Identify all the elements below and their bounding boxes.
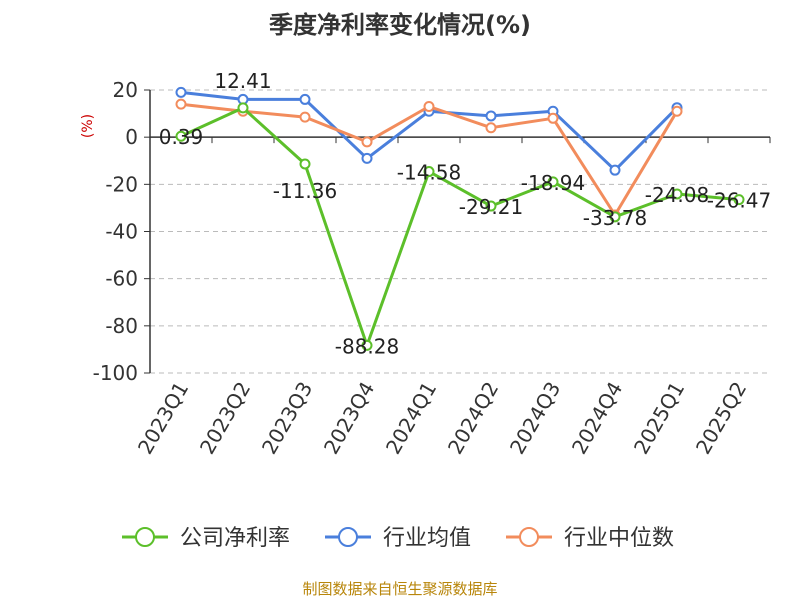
data-point: [175, 86, 187, 98]
y-tick-label: -40: [105, 220, 138, 244]
data-point: [175, 130, 187, 142]
data-point: [547, 176, 559, 188]
y-tick-label: -80: [105, 314, 138, 338]
data-point: [485, 122, 497, 134]
x-tick-label: 2023Q2: [195, 378, 255, 459]
data-point: [609, 211, 621, 223]
x-tick-label: 2025Q2: [691, 378, 751, 459]
y-tick-label: 20: [113, 78, 138, 102]
y-tick-label: -100: [93, 361, 138, 385]
x-tick-label: 2024Q1: [381, 378, 441, 459]
x-tick-label: 2023Q3: [257, 378, 317, 459]
series-lines: [175, 86, 745, 351]
legend-label: 行业中位数: [564, 526, 674, 551]
x-tick-labels: 2023Q1 2023Q2 2023Q3 2023Q4 2024Q1 2024Q2 2024…: [133, 378, 751, 459]
data-point: [547, 112, 559, 124]
data-point: [299, 158, 311, 170]
data-point: [361, 339, 373, 351]
data-point: [299, 111, 311, 123]
y-axis-unit: (%): [80, 114, 96, 138]
data-point: [485, 200, 497, 212]
data-labels: 0.39 12.41 -11.36 -88.28 -14.58 -29.21-18.94 -…: [159, 69, 772, 358]
y-tick-labels: 20 0 -20 -40 -60 -80 -100: [93, 78, 138, 385]
data-point: [423, 101, 435, 113]
x-tick-label: 2023Q4: [319, 378, 379, 459]
data-label: -33.78: [583, 206, 647, 230]
data-point: [671, 105, 683, 117]
data-label: -88.28: [335, 334, 399, 358]
x-tick-label: 2023Q1: [133, 378, 193, 459]
data-point: [299, 93, 311, 105]
y-tick-label: 0: [125, 125, 138, 149]
legend-label: 行业均值: [383, 526, 471, 551]
data-point: [609, 164, 621, 176]
data-point: [485, 110, 497, 122]
data-point: [361, 136, 373, 148]
data-point: [237, 102, 249, 114]
x-tick-label: 2025Q1: [629, 378, 689, 459]
legend-swatch-marker: [338, 527, 358, 547]
data-label: -26.47: [707, 189, 771, 213]
legend: 公司净利率 行业均值 行业中位数: [122, 526, 674, 551]
data-label: -11.36: [273, 179, 337, 203]
x-tick-label: 2024Q4: [567, 378, 627, 459]
data-point: [671, 188, 683, 200]
y-tick-label: -60: [105, 267, 138, 291]
legend-label: 公司净利率: [180, 526, 290, 551]
data-point: [733, 194, 745, 206]
legend-swatch-marker: [519, 527, 539, 547]
data-label: -18.94: [521, 171, 585, 195]
data-label: -29.21: [459, 195, 523, 219]
chart-title: 季度净利率变化情况(%): [269, 11, 531, 39]
legend-swatch-marker: [135, 527, 155, 547]
y-tick-label: -20: [105, 172, 138, 196]
data-label: 12.41: [214, 69, 271, 93]
series-line: [180, 106, 740, 347]
x-tick-label: 2024Q2: [443, 378, 503, 459]
source-footer: 制图数据来自恒生聚源数据库: [302, 580, 497, 598]
data-label: 0.39: [159, 125, 204, 149]
x-tick-label: 2024Q3: [505, 378, 565, 459]
data-point: [423, 166, 435, 178]
data-point: [175, 98, 187, 110]
grid-lines: [144, 89, 770, 374]
data-point: [361, 152, 373, 164]
data-label: -14.58: [397, 161, 461, 185]
data-label: -24.08: [645, 183, 709, 207]
